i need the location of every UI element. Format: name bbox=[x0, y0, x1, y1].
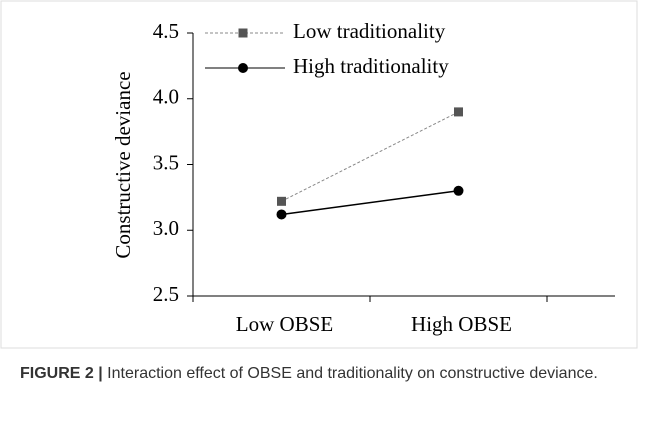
chart-frame bbox=[0, 0, 638, 349]
data-point bbox=[453, 185, 464, 196]
legend-label: Low traditionality bbox=[293, 19, 446, 43]
y-tick-label: 4.5 bbox=[153, 19, 179, 43]
y-axis-label: Constructive deviance bbox=[111, 71, 135, 258]
legend-label: High traditionality bbox=[293, 54, 449, 78]
caption-label: FIGURE 2 | bbox=[20, 365, 103, 382]
chart: Constructive deviance 2.5 3.0 3.5 4.0 4.5 Low… bbox=[0, 0, 638, 349]
y-tick-label: 4.0 bbox=[153, 85, 179, 109]
y-tick-label: 2.5 bbox=[153, 282, 179, 306]
legend-marker bbox=[238, 28, 248, 38]
caption-text: Interaction effect of OBSE and tradition… bbox=[107, 365, 598, 382]
y-tick-label: 3.5 bbox=[153, 150, 179, 174]
y-tick-label: 3.0 bbox=[153, 216, 179, 240]
caption: FIGURE 2 | Interaction effect of OBSE an… bbox=[20, 360, 630, 387]
x-tick-label: Low OBSE bbox=[236, 312, 333, 336]
legend-marker bbox=[238, 63, 248, 73]
data-point bbox=[276, 209, 287, 220]
x-tick-label: High OBSE bbox=[411, 312, 512, 336]
series-line bbox=[281, 190, 459, 216]
data-point bbox=[277, 196, 286, 206]
series-line bbox=[281, 111, 459, 202]
data-point bbox=[454, 107, 463, 117]
